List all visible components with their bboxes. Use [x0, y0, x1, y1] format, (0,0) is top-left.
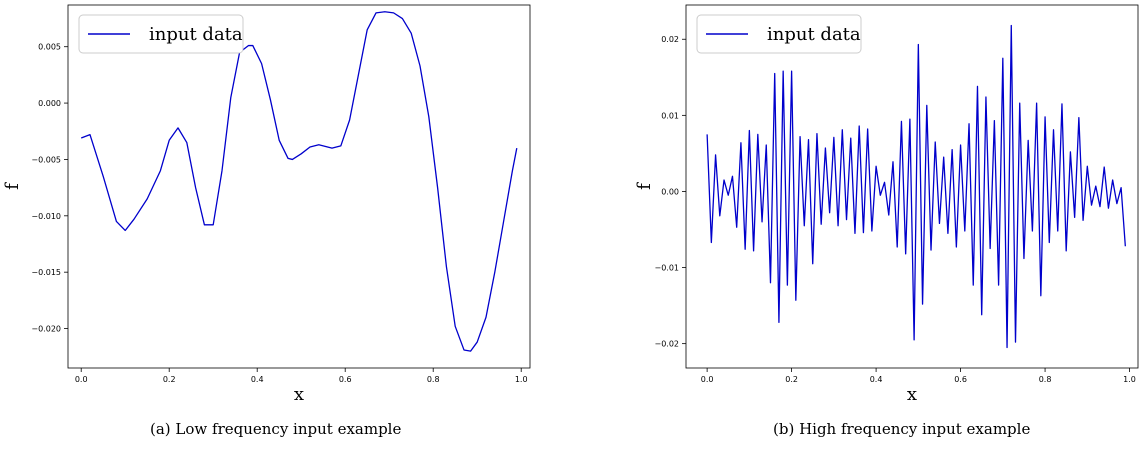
x-axis-label: x [294, 384, 304, 405]
x-tick-label: 0.8 [427, 375, 440, 384]
axes-frame [67, 4, 531, 369]
x-tick-label: 1.0 [1123, 375, 1136, 384]
y-tick-label: −0.010 [31, 212, 61, 221]
series-line-0 [80, 11, 518, 352]
y-tick-label: 0.005 [38, 43, 61, 52]
chart-high-frequency: 0.0 0.2 0.4 0.6 0.8 1.0 0.02 0.01 0.00 −0.01 −0.02… [634, 4, 1139, 405]
x-tick-label: 0.6 [339, 375, 352, 384]
legend: input data [78, 14, 244, 54]
y-tick-label: 0.00 [661, 187, 679, 196]
chart-low-frequency: 0.0 0.2 0.4 0.6 0.8 1.0 0.005 0.000 −0.005 −0.010… [2, 4, 531, 405]
x-tick-label: 1.0 [515, 375, 528, 384]
y-tick-label: −0.01 [654, 264, 679, 273]
y-tick-label: 0.01 [661, 111, 679, 120]
legend-box [696, 14, 862, 54]
x-tick-label: 0.8 [1039, 375, 1052, 384]
caption-right: (b) High frequency input example [773, 420, 1031, 438]
x-tick-label: 0.2 [785, 375, 798, 384]
y-axis-label: f [634, 182, 655, 190]
legend-box [78, 14, 244, 54]
x-axis-label: x [907, 384, 917, 405]
y-tick-label: −0.02 [654, 340, 679, 349]
series-line-0 [706, 24, 1126, 349]
axes-frame [685, 4, 1139, 369]
x-tick-label: 0.0 [75, 375, 88, 384]
y-tick-label: −0.020 [31, 325, 61, 334]
y-tick-label: 0.000 [38, 99, 61, 108]
x-tick-label: 0.0 [701, 375, 714, 384]
y-tick-label: 0.02 [661, 35, 679, 44]
legend: input data [696, 14, 862, 54]
x-tick-label: 0.2 [163, 375, 176, 384]
x-tick-label: 0.4 [251, 375, 264, 384]
y-axis-label: f [2, 182, 23, 190]
legend-label: input data [149, 24, 243, 45]
y-tick-label: −0.005 [31, 155, 61, 164]
x-tick-label: 0.4 [870, 375, 883, 384]
legend-label: input data [767, 24, 861, 45]
x-tick-label: 0.6 [954, 375, 967, 384]
caption-left: (a) Low frequency input example [150, 420, 402, 438]
y-tick-label: −0.015 [31, 268, 61, 277]
